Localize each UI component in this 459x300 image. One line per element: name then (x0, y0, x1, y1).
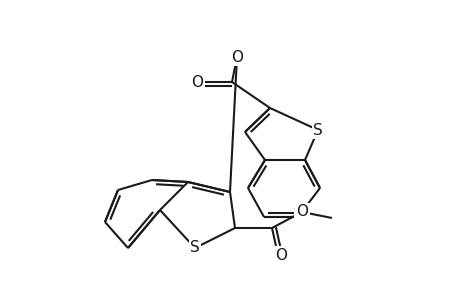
Text: O: O (230, 50, 242, 64)
Text: O: O (295, 205, 308, 220)
Text: S: S (190, 241, 200, 256)
Text: O: O (274, 248, 286, 262)
Text: S: S (313, 122, 322, 137)
Text: O: O (190, 74, 202, 89)
